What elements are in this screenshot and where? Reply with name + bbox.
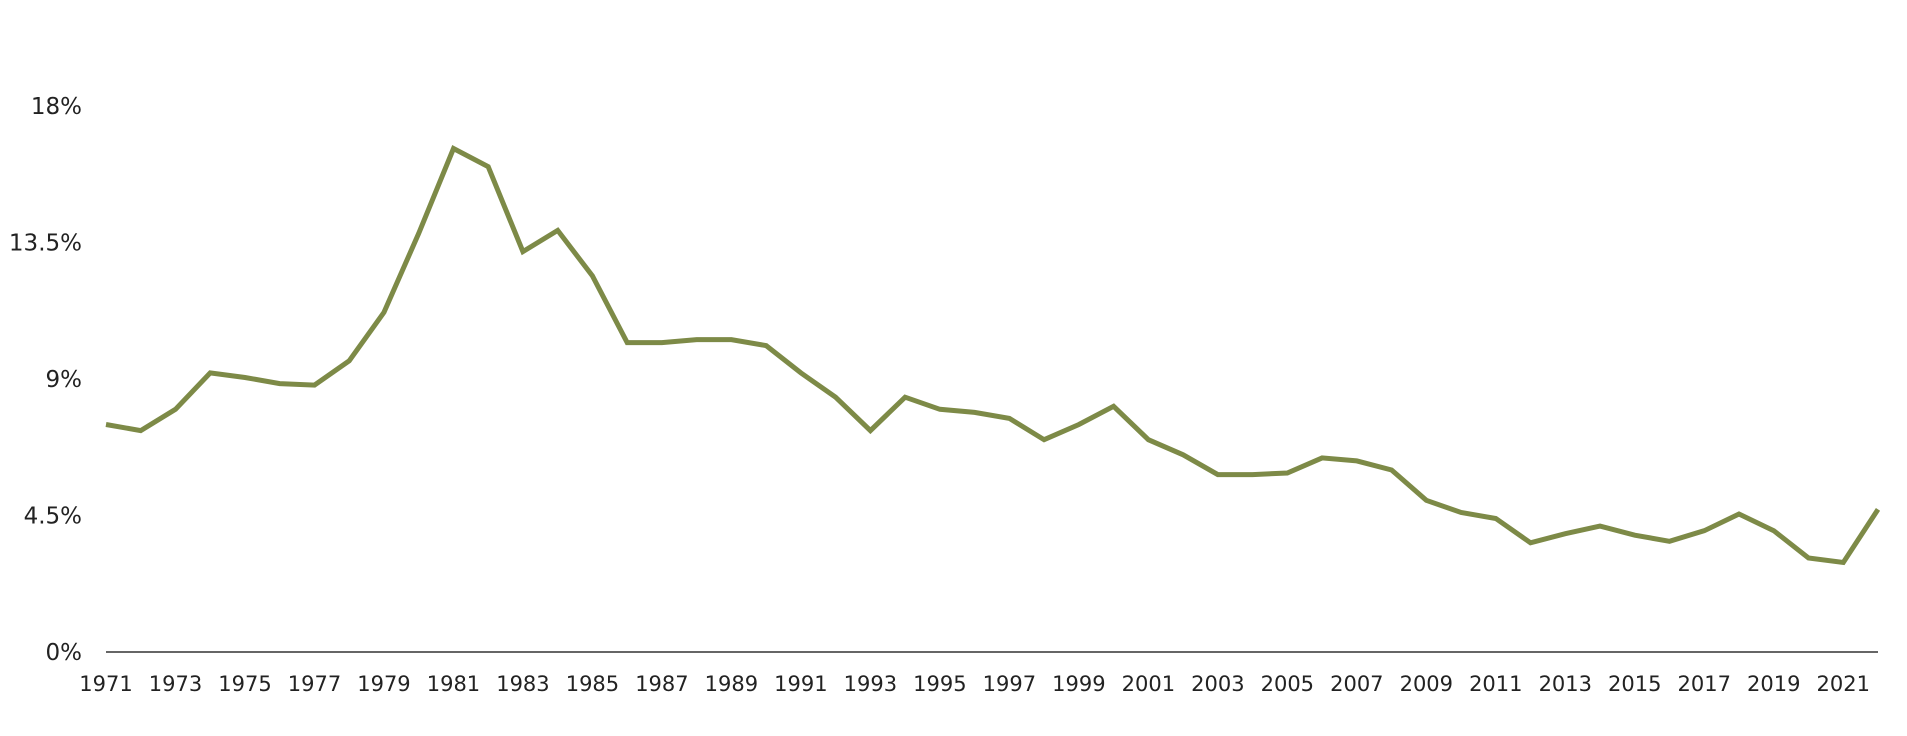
y-tick-label: 4.5% [24,504,82,530]
x-tick-label: 2009 [1400,672,1453,696]
x-tick-label: 2015 [1608,672,1661,696]
x-tick-label: 1979 [357,672,410,696]
x-tick-label: 2005 [1261,672,1314,696]
x-tick-label: 2017 [1678,672,1731,696]
series-line [105,145,1881,566]
x-tick-label: 1999 [1052,672,1105,696]
x-tick-label: 2019 [1747,672,1800,696]
x-tick-label: 1987 [635,672,688,696]
x-tick-label: 2007 [1330,672,1383,696]
x-tick-label: 1981 [427,672,480,696]
y-axis-ticks: 0% 4.5% 9% 13.5% 18% [9,94,82,666]
x-tick-label: 1985 [566,672,619,696]
x-tick-label: 1973 [149,672,202,696]
x-tick-label: 1989 [705,672,758,696]
x-tick-label: 1983 [496,672,549,696]
x-tick-label: 1971 [79,672,132,696]
x-tick-label: 1977 [288,672,341,696]
x-tick-label: 2001 [1122,672,1175,696]
x-tick-label: 2013 [1539,672,1592,696]
x-tick-label: 1991 [774,672,827,696]
y-tick-label: 0% [46,640,83,666]
x-tick-label: 1995 [913,672,966,696]
series-group [105,145,1881,566]
x-tick-label: 1997 [983,672,1036,696]
y-tick-label: 18% [31,94,82,120]
y-tick-label: 9% [46,367,83,393]
x-tick-label: 1975 [218,672,271,696]
x-tick-label: 2003 [1191,672,1244,696]
x-tick-label: 2021 [1817,672,1870,696]
x-axis-ticks: 1971 1973 1975 1977 1979 1981 1983 1985 1987 1989… [79,672,1870,696]
y-tick-label: 13.5% [9,231,82,257]
x-tick-label: 1993 [844,672,897,696]
x-tick-label: 2011 [1469,672,1522,696]
